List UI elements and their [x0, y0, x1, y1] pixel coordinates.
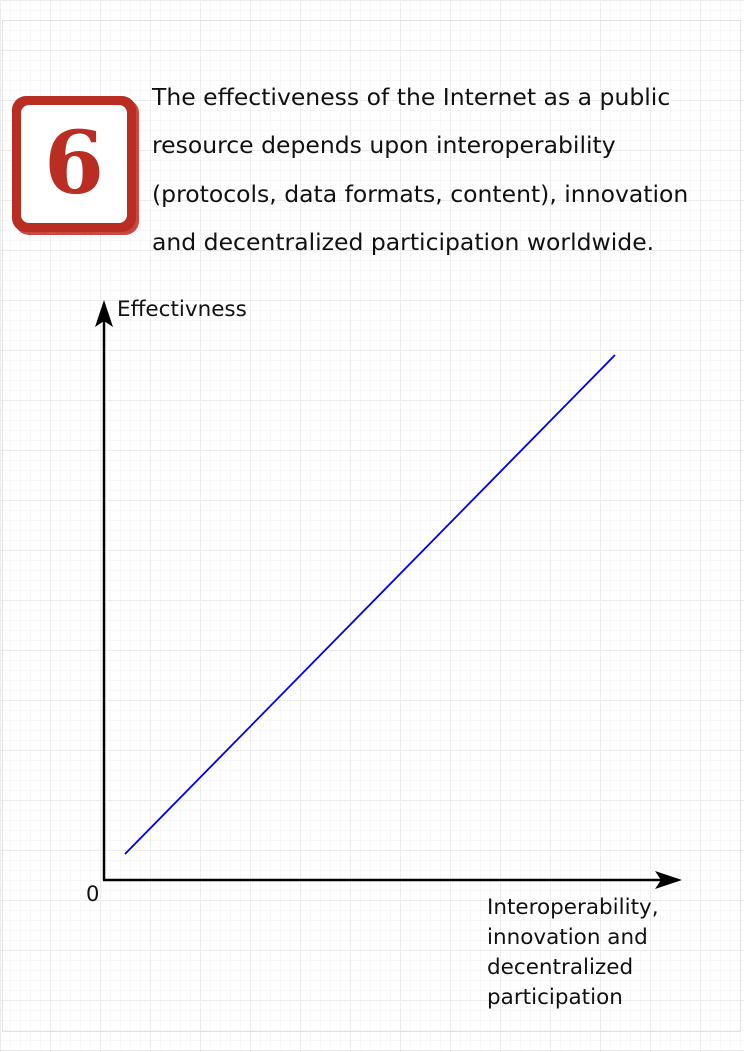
statement-line-3: (protocols, data formats, content), inno… — [152, 179, 689, 208]
x-axis-label-line-3: decentralized — [487, 955, 633, 980]
trend-line — [124, 354, 616, 855]
statement-line-2: resource depends upon interoperability — [152, 131, 616, 160]
x-axis-label-line-1: Interoperability, — [487, 895, 659, 920]
origin-label: 0 — [86, 882, 99, 906]
number-badge-inner: 6 — [21, 105, 127, 223]
number-badge: 6 — [12, 96, 136, 232]
statement-text: The effectiveness of the Internet as a p… — [152, 73, 722, 266]
x-axis-arrowhead — [655, 871, 682, 889]
page-frame — [2, 20, 741, 1032]
y-axis-arrowhead — [95, 300, 113, 327]
statement-line-1: The effectiveness of the Internet as a p… — [152, 83, 671, 111]
y-axis-label: Effectivness — [117, 297, 247, 322]
badge-number: 6 — [44, 113, 104, 214]
statement-line-4: and decentralized participation worldwid… — [152, 227, 655, 256]
x-axis-label-line-2: innovation and — [487, 925, 648, 950]
x-axis-label-line-4: participation — [487, 985, 623, 1010]
